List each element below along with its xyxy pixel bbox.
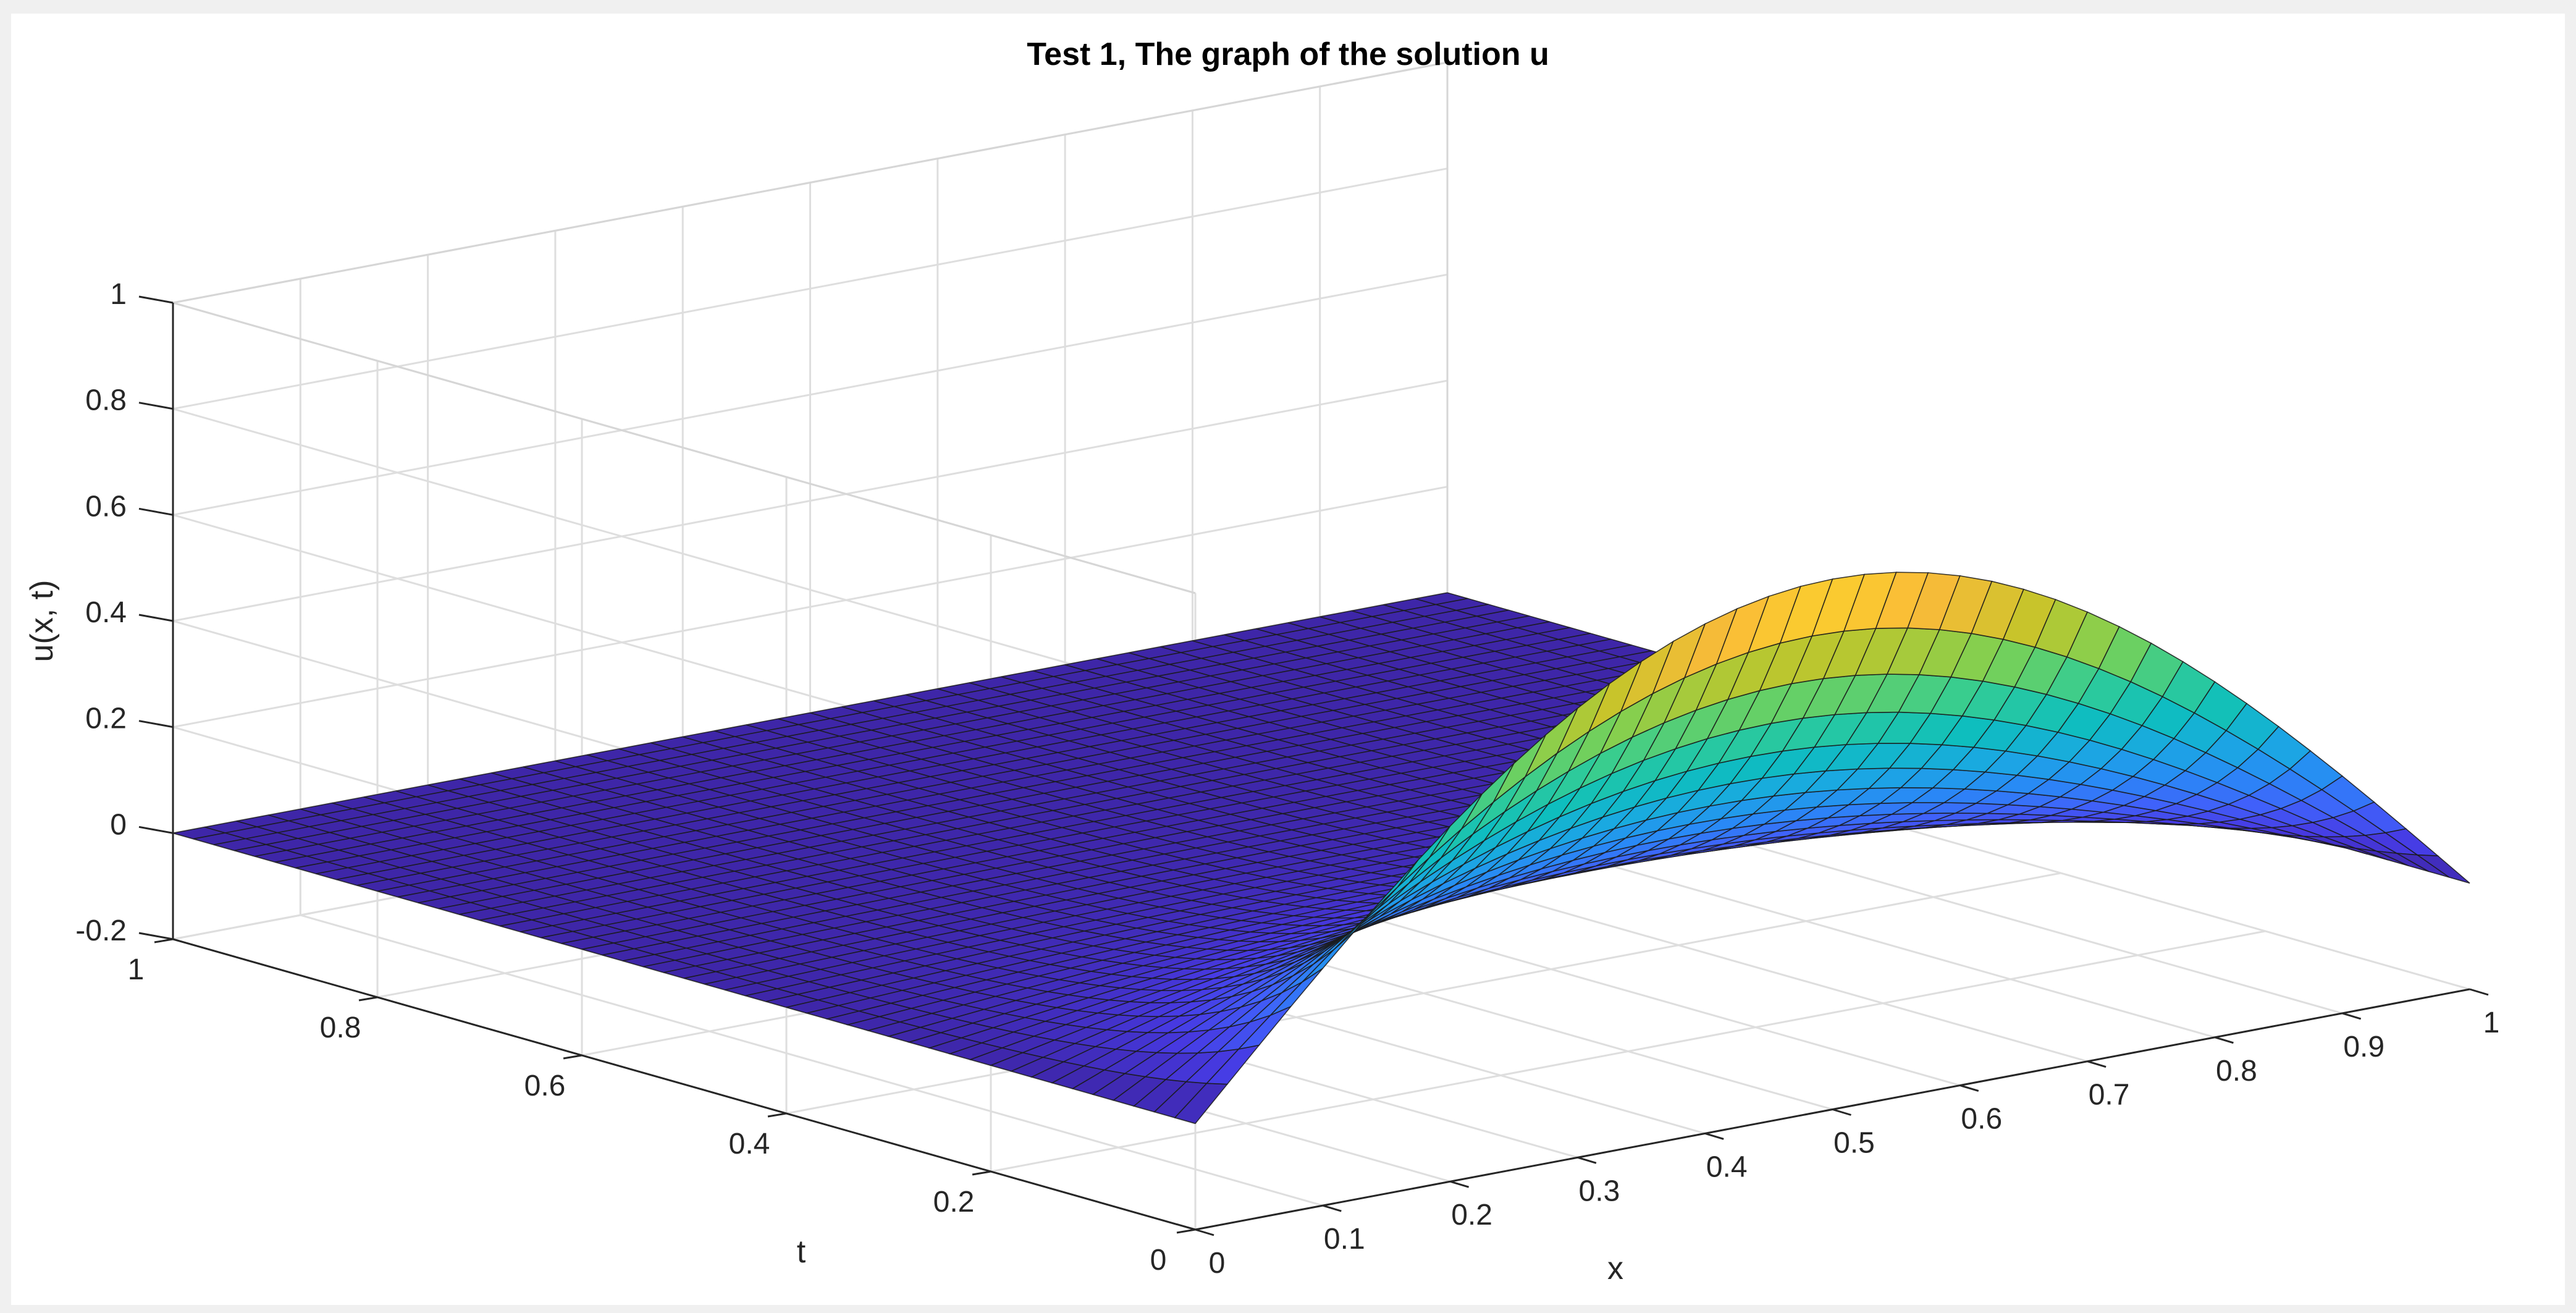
y-tick bbox=[154, 938, 174, 944]
z-tick-label: 1 bbox=[110, 278, 127, 311]
z-tick bbox=[138, 402, 174, 410]
x-tick-label: 0.3 bbox=[1579, 1175, 1620, 1207]
z-tick-label: 0.8 bbox=[85, 384, 127, 417]
x-tick bbox=[1195, 1228, 1214, 1236]
grid-line bbox=[786, 872, 2061, 1115]
x-tick-label: 0.9 bbox=[2343, 1031, 2384, 1063]
x-tick-label: 0.1 bbox=[1324, 1223, 1365, 1256]
z-tick bbox=[138, 507, 174, 516]
z-tick-label: 0 bbox=[110, 808, 127, 841]
z-tick-label: 0.4 bbox=[85, 596, 127, 629]
grid-line bbox=[300, 914, 1323, 1207]
x-tick bbox=[2087, 1060, 2107, 1068]
x-tick bbox=[2214, 1036, 2234, 1044]
x-tick bbox=[2469, 988, 2489, 996]
y-tick-label: 0.4 bbox=[729, 1128, 770, 1160]
x-tick bbox=[1959, 1084, 1979, 1092]
surface-patch bbox=[2415, 854, 2470, 884]
x-tick-label: 0.8 bbox=[2216, 1055, 2257, 1087]
z-tick bbox=[138, 295, 174, 304]
z-tick bbox=[138, 825, 174, 834]
y-axis-label: t bbox=[797, 1234, 806, 1270]
x-tick-label: 0.5 bbox=[1833, 1127, 1875, 1160]
y-tick-label: 0.8 bbox=[320, 1011, 361, 1044]
z-tick bbox=[138, 614, 174, 622]
z-axis-label: u(x, t) bbox=[24, 580, 60, 662]
x-tick-label: 0.4 bbox=[1706, 1150, 1748, 1183]
x-tick bbox=[1704, 1132, 1724, 1140]
y-tick-label: 0.2 bbox=[933, 1186, 975, 1218]
x-tick bbox=[1322, 1204, 1342, 1212]
z-tick-label: -0.2 bbox=[75, 914, 127, 947]
x-tick bbox=[2342, 1012, 2362, 1020]
z-tick-label: 0.2 bbox=[85, 703, 127, 735]
z-tick-label: 0.6 bbox=[85, 490, 127, 523]
grid-line bbox=[990, 930, 2266, 1173]
x-tick bbox=[1577, 1156, 1597, 1164]
y-tick bbox=[1176, 1228, 1196, 1234]
z-tick bbox=[138, 720, 174, 728]
y-tick-label: 1 bbox=[128, 953, 145, 986]
surface-plot bbox=[172, 572, 2470, 1125]
x-axis-label: x bbox=[1607, 1251, 1623, 1286]
y-axis-line bbox=[172, 938, 1196, 1231]
x-tick-label: 0.7 bbox=[2089, 1079, 2130, 1112]
chart-title: Test 1, The graph of the solution u bbox=[1027, 36, 1549, 72]
y-tick-label: 0 bbox=[1150, 1244, 1167, 1277]
x-tick-label: 1 bbox=[2483, 1007, 2500, 1039]
x-tick-label: 0 bbox=[1209, 1247, 1226, 1280]
y-tick bbox=[972, 1170, 991, 1176]
axes-layer bbox=[138, 295, 2489, 1236]
x-tick bbox=[1832, 1108, 1851, 1116]
y-tick bbox=[767, 1112, 787, 1118]
x-tick bbox=[1450, 1180, 1470, 1188]
y-tick bbox=[358, 996, 378, 1002]
x-tick-label: 0.6 bbox=[1961, 1103, 2002, 1136]
z-tick bbox=[138, 932, 174, 940]
y-tick-label: 0.6 bbox=[524, 1070, 566, 1102]
y-tick bbox=[563, 1054, 583, 1060]
x-tick-label: 0.2 bbox=[1451, 1199, 1492, 1231]
label-layer: 0 0.1 0.2 0.3 0.4 0.5 0.6 0.7 0.8 0.9 1 0 0.2 0.4 0.6 0… bbox=[75, 278, 2499, 1280]
